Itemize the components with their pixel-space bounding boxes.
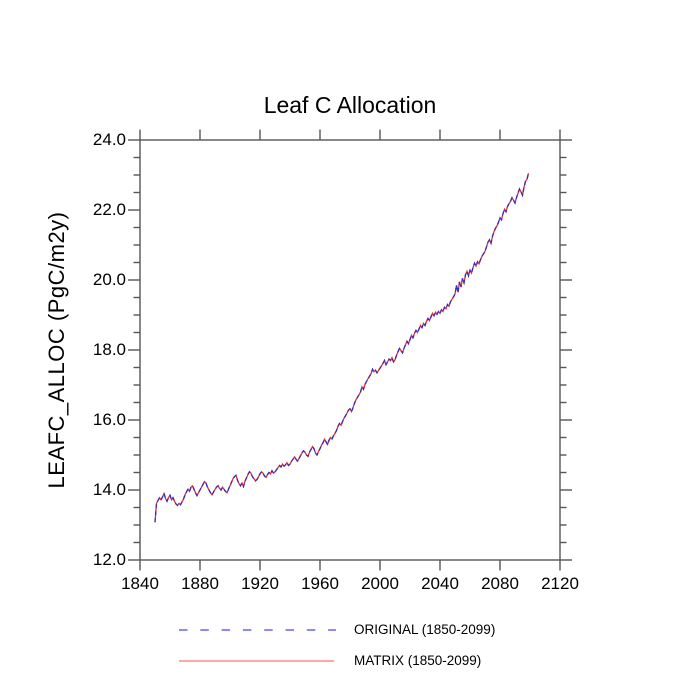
legend-swatch-matrix: [179, 660, 334, 662]
y-tick-label: 14.0: [92, 480, 126, 499]
y-tick-label: 24.0: [92, 130, 126, 149]
legend-swatch-original: [179, 629, 336, 631]
x-tick-label: 1880: [181, 574, 219, 593]
series-original-line: [154, 173, 530, 523]
y-tick-label: 22.0: [92, 200, 126, 219]
legend-item-matrix-label: MATRIX (1850-2099): [354, 653, 482, 668]
x-tick-label: 1960: [301, 574, 339, 593]
y-tick-label: 18.0: [92, 340, 126, 359]
y-tick-label: 16.0: [92, 410, 126, 429]
x-tick-label: 2120: [541, 574, 579, 593]
x-tick-label: 2000: [361, 574, 399, 593]
x-tick-label: 2080: [481, 574, 519, 593]
x-tick-label: 1840: [121, 574, 159, 593]
x-axis-ticks: [139, 129, 561, 571]
y-tick-label: 12.0: [92, 550, 126, 569]
y-axis-ticks: [128, 139, 572, 561]
legend-item-original-label: ORIGINAL (1850-2099): [354, 622, 496, 637]
x-tick-label: 1920: [241, 574, 279, 593]
x-tick-label: 2040: [421, 574, 459, 593]
y-tick-label: 20.0: [92, 270, 126, 289]
series-matrix-line: [154, 173, 530, 523]
chart-title: Leaf C Allocation: [263, 92, 437, 118]
